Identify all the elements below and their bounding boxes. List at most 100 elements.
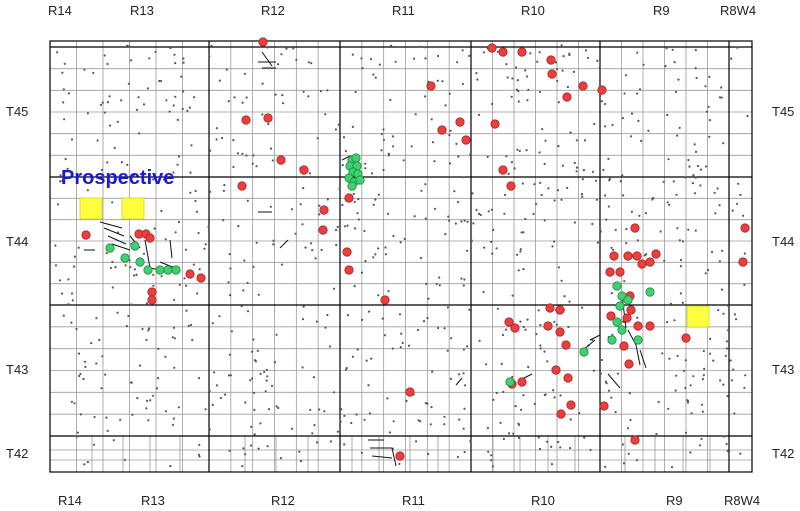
- small-well-dot: [662, 180, 665, 183]
- small-well-dot: [56, 51, 59, 54]
- small-well-dot: [193, 96, 196, 99]
- small-well-dot: [182, 90, 185, 93]
- small-well-dot: [130, 59, 133, 62]
- small-well-dot: [280, 53, 283, 56]
- small-well-dot: [522, 394, 525, 397]
- small-well-dot: [188, 106, 191, 109]
- red-well-marker: [619, 341, 629, 351]
- small-well-dot: [194, 199, 197, 203]
- small-well-dot: [598, 66, 601, 69]
- small-well-dot: [437, 54, 440, 58]
- small-well-dot: [477, 113, 481, 116]
- small-well-dot: [403, 237, 406, 240]
- small-well-dot: [253, 359, 257, 362]
- small-well-dot: [299, 459, 303, 463]
- small-well-dot: [448, 92, 451, 95]
- small-well-dot: [555, 68, 559, 71]
- small-well-dot: [135, 108, 138, 111]
- small-well-dot: [129, 381, 133, 384]
- small-well-dot: [707, 268, 710, 272]
- small-well-dot: [76, 435, 79, 438]
- small-well-dot: [727, 329, 730, 332]
- small-well-dot: [704, 85, 707, 88]
- red-well-marker: [455, 117, 465, 127]
- small-well-dot: [389, 98, 392, 101]
- small-well-dot: [436, 79, 439, 82]
- red-well-marker: [545, 303, 555, 313]
- small-well-dot: [416, 328, 419, 332]
- small-well-dot: [354, 90, 357, 94]
- small-well-dot: [491, 465, 494, 468]
- red-well-marker: [258, 37, 268, 47]
- small-well-dot: [155, 387, 159, 390]
- township-label-left-t42: T42: [6, 446, 28, 461]
- small-well-dot: [302, 305, 305, 308]
- small-well-dot: [446, 306, 449, 309]
- well-path: [261, 51, 273, 67]
- small-well-dot: [611, 123, 614, 127]
- small-well-dot: [540, 193, 543, 196]
- small-well-dot: [392, 145, 395, 148]
- small-well-dot: [78, 374, 81, 378]
- small-well-dot: [605, 218, 608, 221]
- small-well-dot: [292, 47, 295, 50]
- small-well-dot: [419, 420, 422, 423]
- small-well-dot: [164, 238, 167, 241]
- small-well-dot: [64, 158, 67, 161]
- small-well-dot: [169, 464, 172, 468]
- small-well-dot: [642, 63, 645, 66]
- small-well-dot: [707, 105, 710, 108]
- small-well-dot: [592, 369, 596, 372]
- small-well-dot: [339, 420, 342, 423]
- well-path: [107, 235, 127, 245]
- small-well-dot: [380, 132, 383, 136]
- range-label-bottom-r14: R14: [58, 493, 82, 508]
- small-well-dot: [189, 171, 192, 174]
- small-well-dot: [466, 249, 469, 252]
- small-well-dot: [537, 309, 540, 312]
- small-well-dot: [477, 212, 481, 215]
- small-well-dot: [61, 71, 64, 74]
- small-well-dot: [145, 338, 148, 341]
- small-well-dot: [490, 240, 493, 243]
- small-well-dot: [172, 326, 176, 329]
- small-well-dot: [113, 146, 116, 149]
- small-well-dot: [127, 82, 130, 85]
- small-well-dot: [708, 135, 711, 138]
- small-well-dot: [92, 443, 96, 446]
- small-well-dot: [679, 258, 683, 262]
- small-well-dot: [364, 260, 367, 263]
- small-well-dot: [729, 359, 732, 362]
- small-well-dot: [185, 309, 188, 312]
- small-well-dot: [610, 292, 613, 295]
- small-well-dot: [195, 210, 199, 213]
- small-well-dot: [727, 304, 730, 307]
- small-well-dot: [443, 423, 446, 426]
- small-well-dot: [267, 408, 271, 411]
- red-well-marker: [681, 333, 691, 343]
- small-well-dot: [229, 374, 232, 377]
- small-well-dot: [363, 229, 366, 233]
- small-well-dot: [569, 447, 572, 450]
- small-well-dot: [720, 288, 724, 291]
- small-well-dot: [171, 423, 175, 426]
- well-path: [635, 344, 641, 366]
- small-well-dot: [568, 53, 571, 57]
- small-well-dot: [419, 257, 423, 260]
- small-well-dot: [718, 260, 722, 263]
- small-well-dot: [538, 51, 541, 54]
- small-well-dot: [208, 55, 211, 58]
- red-well-marker: [504, 317, 514, 327]
- small-well-dot: [259, 422, 262, 425]
- small-well-dot: [718, 96, 722, 99]
- small-well-dot: [275, 405, 278, 408]
- small-well-dot: [461, 82, 464, 86]
- small-well-dot: [86, 112, 89, 115]
- small-well-dot: [527, 365, 530, 369]
- small-well-dot: [495, 247, 498, 250]
- red-well-marker: [517, 47, 527, 57]
- small-well-dot: [722, 312, 725, 315]
- range-label-top-r13: R13: [130, 3, 154, 18]
- red-well-marker: [622, 313, 632, 323]
